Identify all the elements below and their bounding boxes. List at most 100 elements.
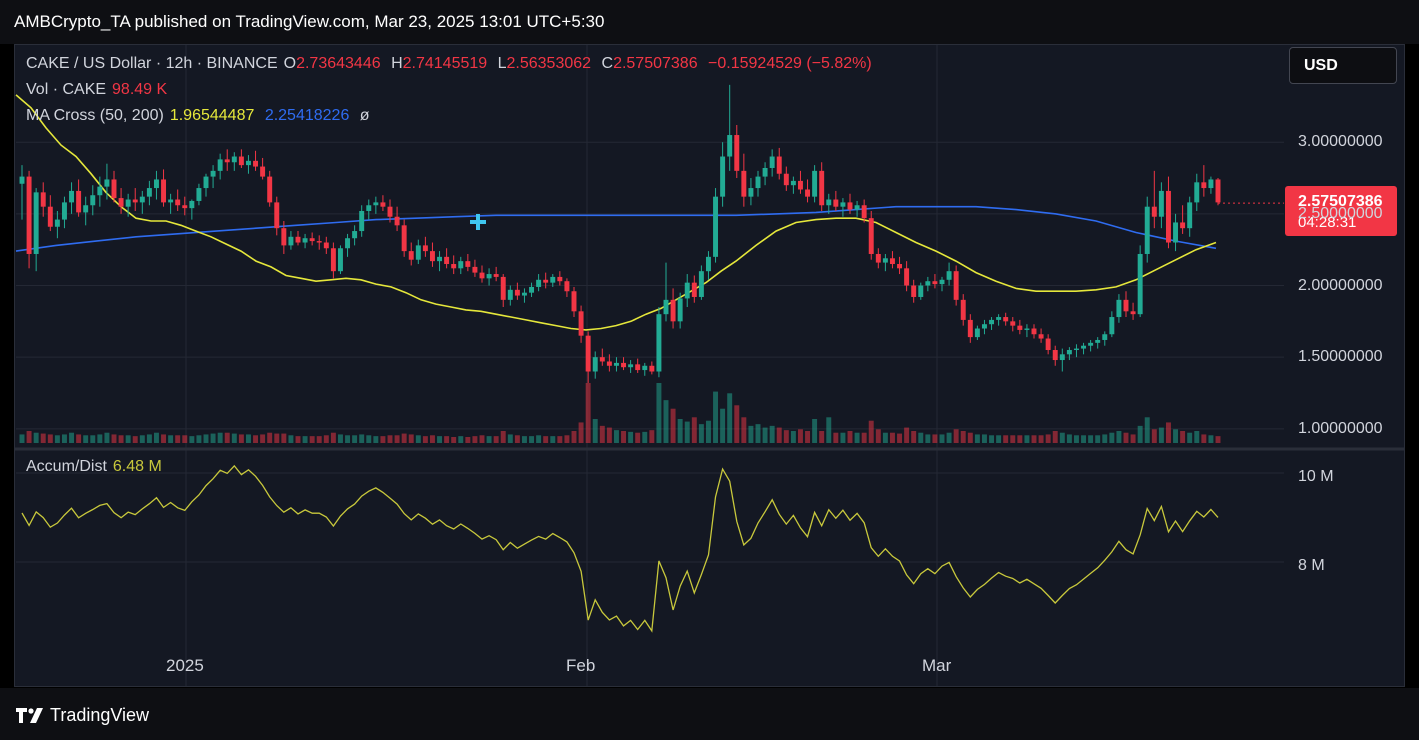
candle-body [274,202,280,229]
candle-body [97,186,103,196]
candle-body [1116,299,1122,318]
candle-body [69,190,75,203]
candle-body [543,279,549,283]
candle-body [76,190,82,213]
volume-bar [762,427,768,443]
volume-bar [897,433,903,443]
candle-body [698,271,704,297]
ma-label[interactable]: MA Cross (50, 200) [26,107,164,124]
candle-body [472,266,478,273]
candle-body [61,202,67,220]
symbol-title[interactable]: CAKE / US Dollar · 12h · BINANCE [26,55,278,72]
candle-body [861,205,867,219]
candle-body [189,200,195,209]
volume-bar [189,436,195,443]
candle-body [599,357,605,362]
candle-body [840,202,846,207]
accum-label[interactable]: Accum/Dist [26,458,107,475]
candle-body [302,238,308,243]
candle-body [946,271,952,280]
volume-bar [274,433,280,443]
candle-body [507,289,513,300]
price-tick-label: 3.00000000 [1298,133,1383,151]
volume-bar [507,434,513,443]
volume-bar [224,432,230,443]
candle-body [1123,299,1129,312]
volume-bar [458,436,464,443]
candle-body [670,299,676,322]
volume-bar [833,432,839,443]
volume-bar [981,434,987,443]
candle-body [713,196,719,257]
volume-bar [40,433,46,443]
footer: TradingView [0,688,1419,740]
candle-body [238,156,244,166]
volume-bar [415,435,421,443]
change-value: −0.15924529 (−5.82%) [708,55,872,72]
volume-bar [529,436,535,443]
last-price-value: 2.57507386 [1298,193,1383,210]
candle-body [550,276,556,283]
volume-bar [1194,431,1200,443]
candle-body [295,236,301,243]
candle-body [939,279,945,285]
candle-body [911,285,917,297]
volume-bar [1017,435,1023,443]
volume-bar [231,433,237,443]
candle-body [1158,190,1164,217]
accum-tick-label: 10 M [1298,468,1334,486]
volume-bar [797,429,803,443]
candle-body [1109,317,1115,335]
volume-bar [323,435,329,443]
volume-bar [550,436,556,443]
ma-fast-line [15,94,1217,331]
candle-body [606,361,612,366]
ma-fast-value: 1.96544487 [169,107,255,124]
candle-body [465,261,471,267]
volume-bar [444,436,450,443]
volume-bar [776,427,782,443]
candle-body [790,180,796,186]
volume-bar [663,400,669,443]
currency-button[interactable]: USD [1289,47,1397,84]
candle-body [323,242,329,249]
volume-bar [472,436,478,443]
tradingview-brand[interactable]: TradingView [16,705,149,726]
volume-bar [996,435,1002,443]
volume-label[interactable]: Vol · CAKE [26,81,107,98]
volume-bar [245,434,251,443]
candle-body [1073,348,1079,351]
volume-bar [606,427,612,443]
candle-body [125,199,131,207]
volume-bar [260,434,266,443]
volume-bar [316,436,322,443]
candle-body [592,357,598,372]
volume-bar [727,393,733,443]
candle-body [260,166,266,177]
volume-bar [571,431,577,443]
price-tick-label: 2.00000000 [1298,276,1383,294]
candle-body [585,335,591,372]
candle-body [819,170,825,206]
volume-bar [302,436,308,443]
candle-body [536,279,542,287]
volume-bar [705,420,711,443]
candle-body [1102,334,1108,340]
volume-bar [451,437,457,443]
open-label: O [283,55,297,72]
candle-body [989,319,995,325]
candle-body [203,176,209,189]
candle-body [514,289,520,296]
volume-bar [642,431,648,443]
volume-bar [465,437,471,443]
tradingview-logo-icon [16,708,43,724]
chart-frame[interactable] [14,44,1405,687]
volume-bar [854,432,860,443]
candle-body [918,285,924,297]
volume-bar [267,432,273,443]
candle-body [904,268,910,286]
volume-bar [90,435,96,443]
time-tick-label: Feb [566,656,596,675]
candle-body [153,179,159,189]
